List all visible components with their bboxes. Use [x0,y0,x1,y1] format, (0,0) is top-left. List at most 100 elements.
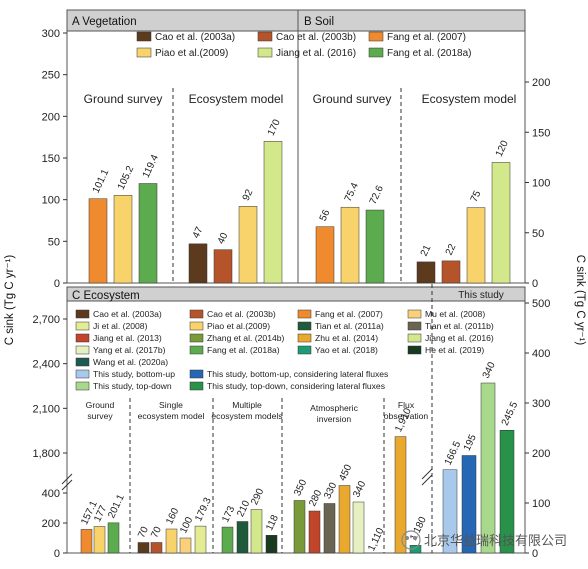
bar-c [165,528,178,554]
tick-label-left-c: 2,400 [32,359,60,371]
bar-c [221,526,234,554]
bar-a [213,249,233,284]
value-label-a: 170 [266,117,283,137]
legend-swatch-c [297,321,312,331]
value-label-a: 105.2 [116,164,137,192]
tick-label-right-b: 100 [532,178,550,190]
tick-label-left-a: 150 [42,153,60,165]
bar-c [323,503,336,554]
axis-break-mark [61,473,73,485]
bar-c [442,469,458,554]
value-label-c: 450 [337,463,354,483]
bar-c [137,542,150,554]
panel-title-c: C Ecosystem [72,290,140,302]
legend-label-c: Piao et al.(2009) [207,321,270,331]
axis-break-mark [421,474,433,486]
legend-swatch-c [407,333,422,343]
axis-break-mark [61,479,73,491]
legend-label-c: This study, top-down [93,381,172,391]
legend-label-ab: Fang et al. (2018a) [387,48,472,59]
bar-c [293,500,306,554]
bar-b [315,226,335,284]
group-label-c: Ground [86,400,115,410]
tick-label-left-c: 2,700 [32,314,60,326]
tick-label-left-a: 100 [42,195,60,207]
tick-label-right-b: 0 [532,278,538,290]
panel-frame-ab [66,9,526,284]
legend-label-c: Cao et al. (2003b) [207,309,276,319]
legend-swatch-c [189,321,204,331]
tick-label-right-b: 150 [532,127,550,139]
value-label-c: 70 [136,525,151,540]
group-label-c: ecosystem model [138,411,205,421]
tick-label-right-c: 100 [532,498,550,510]
bar-c [394,436,407,554]
watermark-text: 北京华益瑞科技有限公司 [424,533,567,548]
tick-label-right-b: 200 [532,77,550,89]
group-label-c: inversion [317,414,352,424]
tick-label-right-c: 400 [532,348,550,360]
value-label-c: 340 [351,479,368,499]
bar-c [150,542,163,554]
value-label-c: 179.3 [193,496,214,524]
legend: Cao et al. (2003a) Cao et al. (2003b) Fang… [75,31,494,391]
legend-swatch-ab [136,31,152,42]
legend-swatch-c [407,309,422,319]
legend-label-c: Yao et al. (2018) [315,345,378,355]
group-label-b-ground: Ground survey [313,92,392,106]
bar-c [236,521,249,554]
value-label-b: 75.4 [343,181,361,204]
bar-b [416,261,436,284]
legend-swatch-c [407,345,422,355]
tick-label-left-c: 400 [42,488,60,500]
group-label-b-model: Ecosystem model [422,92,517,106]
bar-a [88,198,108,284]
legend-label-ab: Jiang et al. (2016) [276,48,356,59]
legend-swatch-c [189,345,204,355]
value-label-c: 340 [481,360,498,380]
tick-label-right-c: 300 [532,398,550,410]
legend-swatch-c [189,309,204,319]
bar-c [93,526,106,554]
legend-label-c: This study, bottom-up [93,369,175,379]
tick-label-left-a: 300 [42,28,60,40]
bar-b [340,206,360,284]
tick-label-left-a: 250 [42,70,60,82]
bar-c [265,535,278,554]
value-label-c: 201.1 [106,492,127,520]
value-label-a: 101.1 [91,167,112,195]
legend-swatch-c [75,321,90,331]
panel-title-a: A Vegetation [72,16,137,28]
group-label-this-study: This study [458,290,504,301]
value-label-a: 119.4 [141,153,161,180]
legend-label-c: Zhang et al. (2014b) [207,333,285,343]
value-label-b: 75 [469,189,484,204]
legend-label-ab: Cao et al. (2003a) [155,32,235,43]
legend-swatch-c [75,333,90,343]
tick-label-right-c: 200 [532,448,550,460]
bar-a [138,183,158,284]
bar-b [491,162,511,284]
group-label-c: Multiple [232,400,262,410]
legend-label-c: This study, top-down, considering latera… [207,381,385,391]
tick-label-left-c: 1,800 [32,448,60,460]
legend-swatch-c [407,321,422,331]
group-label-c: ecosystem models [211,411,282,421]
group-label-a-ground: Ground survey [84,92,163,106]
y-axis-label-right: C sink (Tg C yr⁻¹) [574,255,586,346]
value-label-c: 166.5 [443,439,464,467]
annotations: Ground survey Ecosystem model Ground surve… [84,92,517,424]
bar-c [461,455,477,554]
bar-c [194,525,207,554]
watermark: 北京华益瑞科技有限公司 [401,530,567,550]
value-label-c: 330 [322,481,339,501]
legend-label-c: Yang et al. (2017b) [93,345,166,355]
tick-label-left-a: 50 [48,236,60,248]
bar-c [107,522,120,554]
legend-swatch-c [297,333,312,343]
y-axis-label-left: C sink (Tg C yr⁻¹) [4,255,16,346]
group-label-c: observation [384,411,429,421]
value-label-c: 280 [307,488,324,508]
legend-label-c: Zhu et al. (2014) [315,333,378,343]
